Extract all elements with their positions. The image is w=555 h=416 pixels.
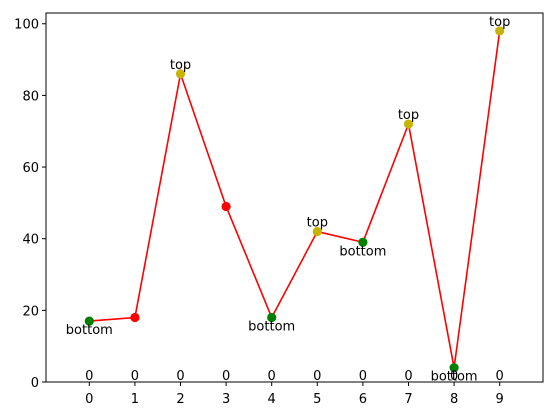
point-annotation: bottom: [431, 370, 478, 385]
y-tick-label: 20: [22, 304, 39, 319]
x-tick-label: 0: [85, 392, 93, 407]
point-annotation: top: [170, 58, 191, 73]
point-annotation: top: [307, 216, 328, 231]
data-point: [358, 237, 368, 247]
x-tick-label: 1: [131, 392, 139, 407]
x-tick-label: 4: [268, 392, 276, 407]
x-tick-label: 7: [404, 392, 412, 407]
point-annotation: bottom: [66, 323, 113, 338]
data-point: [175, 69, 186, 79]
baseline-value-label: 0: [268, 369, 276, 384]
point-annotation: top: [489, 15, 510, 30]
x-tick-label: 3: [222, 392, 230, 407]
y-tick-label: 40: [22, 233, 39, 248]
point-annotation: bottom: [248, 320, 295, 335]
data-point: [495, 26, 505, 36]
y-tick-label: 80: [22, 89, 39, 104]
x-tick-label: 6: [359, 392, 367, 407]
baseline-value-label: 0: [176, 369, 184, 384]
x-tick-label: 2: [176, 392, 184, 407]
y-tick-label: 100: [14, 18, 39, 33]
plot-area: 0 1 2 3 4 5 6 7 8 9 0 20 40 60 80 100 bottom top bottom top…: [14, 15, 510, 407]
data-point: [84, 316, 94, 326]
plot-frame: [45, 12, 544, 383]
baseline-value-label: 0: [450, 369, 458, 384]
baseline-value-label: 0: [404, 369, 412, 384]
data-point: [403, 119, 414, 129]
series-line: [89, 30, 501, 369]
point-annotation: bottom: [339, 244, 386, 259]
point-annotation: top: [398, 108, 419, 123]
data-point: [267, 312, 277, 323]
data-point: [130, 312, 140, 323]
baseline-value-label: 0: [85, 369, 93, 384]
baseline-value-label: 0: [222, 369, 230, 384]
baseline-value-label: 0: [313, 369, 321, 384]
baseline-value-label: 0: [359, 369, 367, 384]
x-tick-label: 9: [496, 392, 504, 407]
baseline-value-label: 0: [496, 369, 504, 384]
data-point: [221, 201, 231, 212]
baseline-value-label: 0: [131, 369, 139, 384]
data-point: [449, 363, 459, 373]
data-point: [312, 226, 322, 237]
y-tick-label: 60: [22, 161, 39, 176]
x-tick-label: 5: [313, 392, 321, 407]
x-tick-label: 8: [450, 392, 458, 407]
y-tick-label: 0: [31, 376, 39, 391]
